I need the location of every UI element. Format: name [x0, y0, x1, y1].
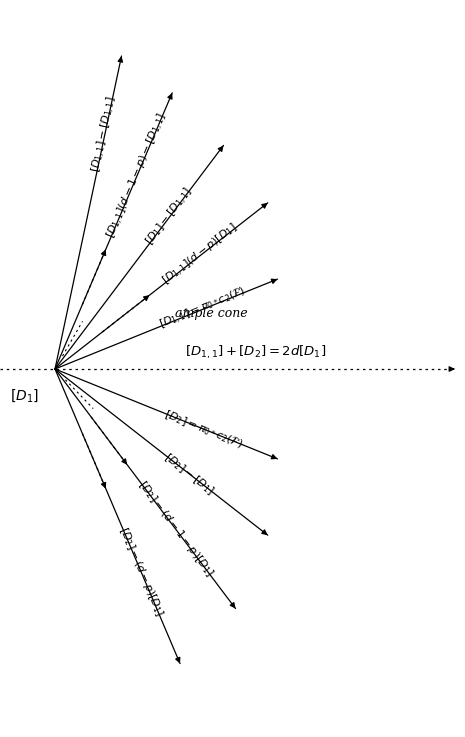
- Text: $[D_{1,1}] - [D_{1,1}]$: $[D_{1,1}] - [D_{1,1}]$: [89, 94, 120, 174]
- Text: $[D_2] - (d-1-p)[D_1]$: $[D_2] - (d-1-p)[D_1]$: [134, 478, 216, 579]
- Text: $[D_2] - [D_1]$: $[D_2] - [D_1]$: [161, 450, 217, 497]
- Text: $[D_{1,1}] = \pi_{0*}c_2(\mathcal{F})$: $[D_{1,1}] = \pi_{0*}c_2(\mathcal{F})$: [158, 284, 249, 333]
- Text: $[D_2] = \pi_{0*}c_2(\mathcal{F})$: $[D_2] = \pi_{0*}c_2(\mathcal{F})$: [162, 407, 245, 451]
- Text: $[D_{1,1}] + [D_2] = 2d[D_1]$: $[D_{1,1}] + [D_2] = 2d[D_1]$: [185, 343, 326, 361]
- Text: $[D_1] - [D_{1,1}]$: $[D_1] - [D_{1,1}]$: [143, 185, 196, 249]
- Text: $[D_{1,1}](d-p)[D_1]$: $[D_{1,1}](d-p)[D_1]$: [160, 221, 241, 289]
- Text: $[D_2] - (d-p)[D_1]$: $[D_2] - (d-p)[D_1]$: [116, 525, 166, 618]
- Text: $[D_1]$: $[D_1]$: [10, 387, 39, 404]
- Text: $[D_{1,1}](d-1-p) - [D_{1,1}]$: $[D_{1,1}](d-1-p) - [D_{1,1}]$: [104, 111, 170, 241]
- Text: ample cone: ample cone: [175, 307, 248, 321]
